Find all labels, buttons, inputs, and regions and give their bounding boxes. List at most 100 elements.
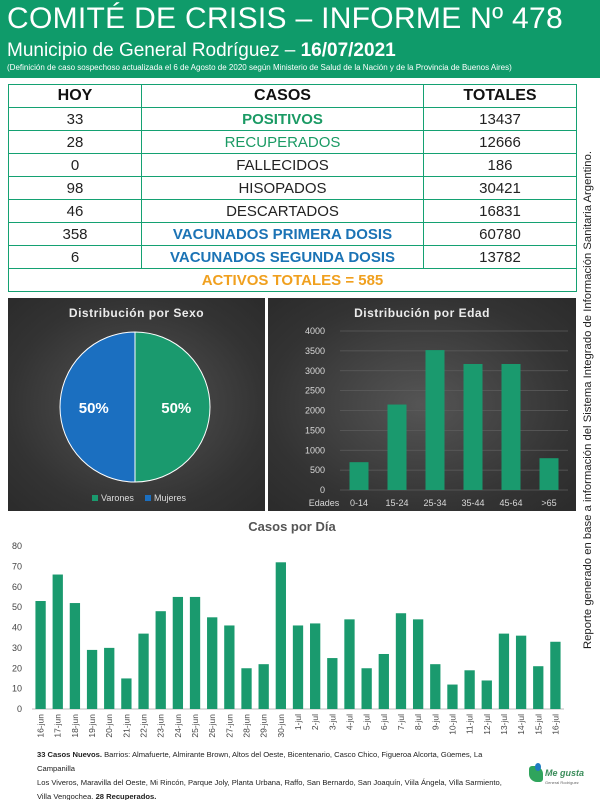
pie-slice-varones (134, 331, 211, 483)
activos-row: ACTIVOS TOTALES = 585 (8, 268, 577, 292)
barrios-line-2: Los Viveros, Maravilla del Oeste, Mi Rin… (37, 778, 502, 787)
daily-bar-30-jun (275, 562, 286, 709)
age-distribution-panel: Distribución por Edad 0 500 1000 1500 2000 25… (268, 298, 576, 511)
casos-cell: HISOPADOS (141, 176, 424, 200)
header-casos: CASOS (141, 84, 424, 108)
x-tick-label: 25-jun (190, 714, 200, 738)
x-tick-label: 35-44 (461, 498, 484, 508)
x-tick-label: 24-jun (173, 714, 183, 738)
daily-bar-16-jul (550, 641, 561, 709)
daily-bar-27-jun (224, 625, 235, 709)
report-subtitle: Municipio de General Rodríguez – 16/07/2… (7, 40, 396, 62)
daily-bar-7-jul (395, 613, 407, 709)
y-tick-label: 20 (12, 663, 22, 673)
daily-bar-19-jun (86, 649, 98, 709)
x-tick-label: 18-jun (70, 714, 80, 738)
totales-cell: 16831 (423, 199, 577, 223)
casos-cell: DESCARTADOS (141, 199, 424, 223)
age-bar-chart: 0 500 1000 1500 2000 2500 3000 3500 4000 Edades 0-… (305, 326, 568, 508)
totales-cell: 13437 (423, 107, 577, 131)
x-tick-label: 8-jul (413, 714, 423, 730)
totales-cell: 186 (423, 153, 577, 177)
table-row: 358 VACUNADOS PRIMERA DOSIS 60780 (8, 222, 577, 246)
y-tick-label: 2000 (305, 406, 325, 416)
daily-bar-18-jun (69, 603, 81, 709)
table-header-row: HOY CASOS TOTALES (8, 84, 577, 108)
y-tick-label: 80 (12, 541, 22, 551)
x-tick-label: 26-jun (207, 714, 217, 738)
x-tick-label: 25-34 (423, 498, 446, 508)
table-row: 46 DESCARTADOS 16831 (8, 199, 577, 223)
daily-bar-25-jun (189, 596, 201, 709)
y-tick-label: 2500 (305, 386, 325, 396)
y-tick-label: 30 (12, 643, 22, 653)
totales-cell: 13782 (423, 245, 577, 269)
y-tick-label: 10 (12, 684, 22, 694)
x-tick-label: 15-jul (533, 714, 543, 735)
y-tick-label: 0 (17, 704, 22, 714)
source-note: Reporte generado en base a información d… (578, 90, 598, 710)
legend-label: Mujeres (154, 493, 187, 503)
pie-slice-mujeres (59, 331, 136, 483)
neighborhoods-note: 33 Casos Nuevos. Barrios: Almafuerte, Al… (37, 748, 517, 800)
casos-cell: FALLECIDOS (141, 153, 424, 177)
totales-cell: 30421 (423, 176, 577, 200)
age-bar-0-14 (349, 462, 369, 490)
municipality-label: Municipio de General Rodríguez – (7, 40, 301, 61)
x-tick-label: 4-jul (344, 714, 354, 730)
daily-bar-28-jun (241, 668, 252, 709)
x-tick-label: 21-jun (121, 714, 131, 738)
casos-cell: VACUNADOS PRIMERA DOSIS (141, 222, 424, 246)
y-tick-label: 4000 (305, 326, 325, 336)
x-tick-label: 9-jul (430, 714, 440, 730)
x-tick-label: 29-jun (259, 714, 269, 738)
daily-bar-22-jun (138, 633, 149, 709)
hoy-cell: 358 (8, 222, 142, 246)
daily-bar-21-jun (121, 678, 132, 709)
casos-cell: POSITIVOS (141, 107, 424, 131)
x-tick-label: 13-jul (499, 714, 509, 735)
daily-bar-10-jul (447, 684, 458, 709)
legend-label: Varones (101, 493, 134, 503)
daily-bar-4-jul (344, 619, 355, 709)
age-bar-45-64 (501, 363, 521, 490)
daily-bar-2-jul (310, 623, 321, 709)
x-tick-label: 1-jul (293, 714, 303, 730)
y-tick-label: 0 (320, 485, 325, 495)
barrios-line-1: Barrios: Almafuerte, Almirante Brown, Al… (37, 750, 483, 773)
x-tick-label: 0-14 (350, 498, 368, 508)
x-tick-label: 23-jun (156, 714, 166, 738)
x-tick-label: 6-jul (379, 714, 389, 730)
x-tick-label: 28-jun (242, 714, 252, 738)
x-tick-label: 22-jun (139, 714, 149, 738)
x-tick-label: 10-jul (447, 714, 457, 735)
source-note-text: Reporte generado en base a información d… (582, 150, 594, 650)
hoy-cell: 98 (8, 176, 142, 200)
table-row: 6 VACUNADOS SEGUNDA DOSIS 13782 (8, 245, 577, 269)
daily-bar-1-jul (292, 625, 304, 709)
table-row: 0 FALLECIDOS 186 (8, 153, 577, 177)
daily-bar-12-jul (481, 680, 492, 709)
daily-bar-17-jun (52, 574, 63, 709)
age-chart-title: Distribución por Edad (354, 306, 490, 320)
daily-bar-23-jun (155, 611, 166, 709)
daily-cases-chart: Casos por Día 0 10 20 30 40 50 60 70 80 16-jun 17-… (8, 515, 576, 745)
table-row: 33 POSITIVOS 13437 (8, 107, 577, 131)
new-cases-label: 33 Casos Nuevos. (37, 750, 102, 759)
x-tick-label: 17-jun (53, 714, 63, 738)
me-gusta-logo: Me gusta General Rodríguez (523, 760, 585, 796)
logo-name: Me gusta (545, 768, 585, 778)
x-tick-label: 7-jul (396, 714, 406, 730)
daily-bar-chart: 0 10 20 30 40 50 60 70 80 16-jun 17-jun 18-jun 19-ju… (12, 541, 564, 738)
x-tick-label: 20-jun (104, 714, 114, 738)
daily-bar-6-jul (378, 653, 389, 709)
daily-chart-title: Casos por Día (248, 519, 336, 534)
daily-bar-29-jun (258, 664, 269, 709)
barrios-line-3: Villa Vengochea. (37, 792, 96, 800)
x-tick-label: >65 (541, 498, 556, 508)
x-tick-label: 16-jul (550, 714, 560, 735)
sex-pie-chart: 50% 50% Varones Mujeres (59, 331, 211, 503)
y-tick-label: 50 (12, 602, 22, 612)
x-tick-label: 16-jun (36, 714, 46, 738)
x-tick-label: 11-jul (465, 714, 475, 734)
